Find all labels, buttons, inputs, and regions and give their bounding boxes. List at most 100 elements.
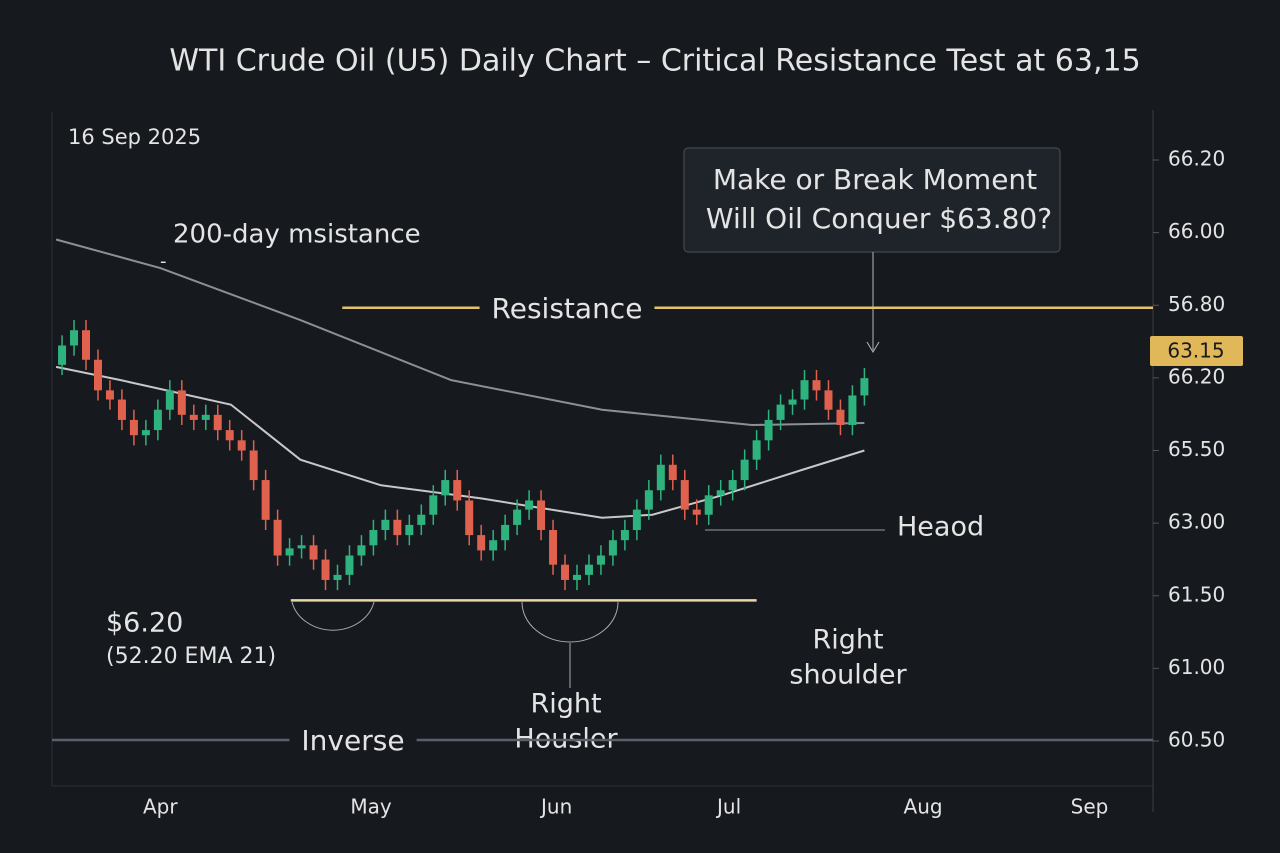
candle-body bbox=[776, 404, 785, 420]
candle-body bbox=[405, 524, 414, 536]
moving-average bbox=[55, 365, 865, 519]
candle-body bbox=[381, 519, 390, 531]
candle-body bbox=[477, 535, 486, 551]
right-shoulder: shoulder bbox=[789, 660, 907, 691]
y-tick-label: 66.20 bbox=[1168, 364, 1225, 388]
candle-body bbox=[788, 399, 797, 405]
callout-text: Will Oil Conquer $63.80? bbox=[706, 202, 1052, 235]
candle-body bbox=[848, 395, 857, 426]
y-tick-label: 61.00 bbox=[1168, 655, 1225, 679]
candle-body bbox=[237, 440, 246, 451]
head-label: Heaod bbox=[897, 512, 984, 543]
candle-body bbox=[201, 414, 210, 420]
y-tick-label: 61.50 bbox=[1168, 582, 1225, 606]
candle-body bbox=[596, 555, 605, 565]
candle-body bbox=[644, 490, 653, 510]
candle-body bbox=[764, 419, 773, 441]
moving-average bbox=[55, 238, 865, 427]
ma-label: 200-day msistance bbox=[173, 220, 421, 250]
candle-body bbox=[285, 548, 294, 556]
candle-body bbox=[357, 545, 366, 556]
candle-body bbox=[453, 480, 462, 501]
candle-body bbox=[429, 495, 438, 515]
candle-body bbox=[501, 524, 510, 541]
x-tick-label: Apr bbox=[143, 795, 178, 819]
candle-body bbox=[165, 390, 174, 410]
candle-body bbox=[273, 519, 282, 556]
candle-body bbox=[489, 540, 498, 551]
candle-body bbox=[93, 359, 102, 391]
candle-body bbox=[82, 330, 91, 360]
level-label: Inverse bbox=[301, 724, 404, 757]
candle-body bbox=[525, 500, 534, 510]
price-tag-label: 63.15 bbox=[1167, 339, 1224, 363]
candle-body bbox=[620, 530, 629, 541]
candle-body bbox=[58, 345, 67, 365]
y-tick-label: 66.00 bbox=[1168, 219, 1225, 243]
candle-body bbox=[249, 450, 258, 481]
candle-body bbox=[225, 430, 234, 441]
y-tick-label: 60.50 bbox=[1168, 728, 1225, 752]
candle-body bbox=[680, 480, 689, 510]
candle-body bbox=[716, 490, 725, 496]
candle-body bbox=[752, 440, 761, 460]
candle-body bbox=[141, 430, 150, 436]
price-tag bbox=[1150, 336, 1243, 366]
candle-body bbox=[105, 390, 114, 400]
candle-body bbox=[213, 414, 222, 431]
candle-body bbox=[740, 459, 749, 481]
x-tick-label: Jul bbox=[715, 795, 741, 819]
candle-body bbox=[297, 545, 306, 549]
level-label-gap bbox=[479, 303, 655, 312]
candle-body bbox=[800, 380, 809, 400]
candle-body bbox=[70, 330, 79, 346]
candle-body bbox=[632, 509, 641, 531]
x-tick-label: May bbox=[350, 795, 392, 819]
x-tick-label: Aug bbox=[904, 795, 943, 819]
candle-body bbox=[692, 509, 701, 515]
shoulder-arc bbox=[291, 601, 375, 631]
y-tick-label: 56.80 bbox=[1168, 292, 1225, 316]
candle-body bbox=[369, 530, 378, 546]
candle-body bbox=[465, 500, 474, 536]
left-note: (52.20 EMA 21) bbox=[106, 644, 276, 669]
callout-arrowhead bbox=[866, 341, 880, 353]
candle-body bbox=[261, 480, 270, 520]
candle-body bbox=[189, 414, 198, 420]
candle-body bbox=[860, 378, 869, 396]
right-housler: Right bbox=[530, 689, 601, 720]
right-shoulder: Right bbox=[812, 625, 883, 656]
candle-body bbox=[441, 480, 450, 496]
x-tick-label: Jun bbox=[539, 795, 572, 819]
candle-body bbox=[309, 545, 318, 560]
candle-body bbox=[812, 380, 821, 391]
candle-body bbox=[177, 390, 186, 415]
candle-body bbox=[824, 390, 833, 410]
y-tick-label: 63.00 bbox=[1168, 510, 1225, 534]
candle-body bbox=[836, 409, 845, 426]
candle-body bbox=[668, 464, 677, 481]
level-label: Resistance bbox=[492, 292, 643, 325]
candle-body bbox=[549, 530, 558, 565]
candle-body bbox=[572, 574, 581, 580]
candle-body bbox=[333, 574, 342, 580]
candle-body bbox=[608, 540, 617, 556]
candle-body bbox=[513, 509, 522, 525]
candle-body bbox=[345, 555, 354, 575]
candle-body bbox=[584, 564, 593, 575]
candle-body bbox=[153, 409, 162, 431]
candle-body bbox=[656, 464, 665, 491]
candle-body bbox=[704, 495, 713, 515]
candle-body bbox=[728, 480, 737, 491]
x-tick-label: Sep bbox=[1071, 795, 1109, 819]
ma-label: - bbox=[160, 251, 167, 272]
callout-box bbox=[683, 147, 1061, 253]
y-tick-label: 65.50 bbox=[1168, 437, 1225, 461]
candle-body bbox=[321, 559, 330, 580]
candle-body bbox=[393, 519, 402, 536]
candle-body bbox=[117, 399, 126, 420]
candle-body bbox=[537, 500, 546, 531]
head-arc bbox=[521, 601, 619, 643]
